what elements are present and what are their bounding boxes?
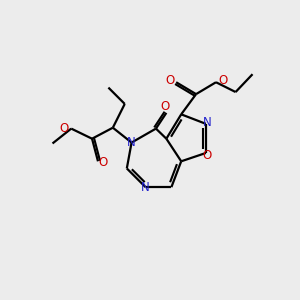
Text: N: N [141,181,150,194]
Text: O: O [218,74,227,87]
Text: N: N [203,116,212,129]
Text: O: O [203,149,212,162]
Text: O: O [59,122,68,135]
Text: O: O [160,100,170,113]
Text: O: O [99,156,108,169]
Text: N: N [127,136,135,149]
Text: O: O [165,74,174,87]
